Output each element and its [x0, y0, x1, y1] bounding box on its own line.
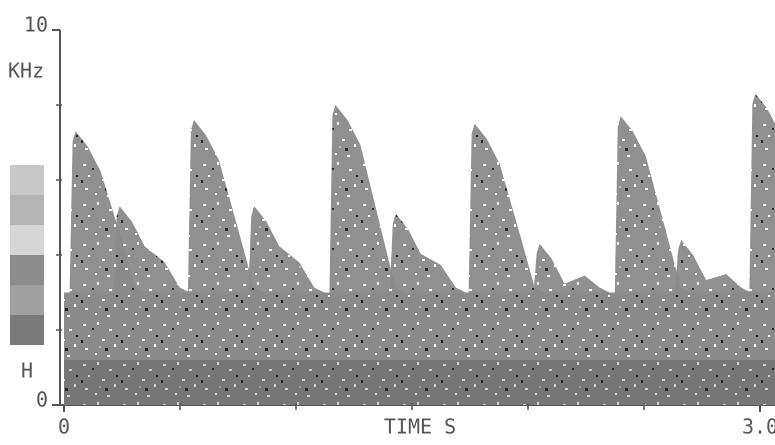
burst: [389, 213, 466, 293]
y-axis-label: KHz: [8, 59, 44, 83]
burst: [187, 120, 264, 293]
y-tick-label: 10: [24, 13, 48, 37]
burst: [533, 243, 610, 293]
burst: [113, 206, 190, 293]
burst: [675, 240, 752, 293]
y-tick-label: 0: [36, 388, 48, 412]
burst: [69, 131, 146, 293]
burst: [329, 105, 406, 293]
burst: [468, 123, 545, 293]
low-band: [64, 360, 775, 405]
floor-energy: [64, 292, 775, 405]
intensity-legend: [10, 165, 44, 345]
x-tick-label: 3.0: [742, 415, 775, 439]
x-axis-label: TIME S: [384, 415, 456, 439]
legend-label: H: [21, 359, 33, 383]
burst: [749, 93, 775, 293]
x-tick-label: 0: [58, 415, 70, 439]
spectrogram: [64, 93, 775, 405]
burst: [248, 206, 325, 293]
burst: [614, 116, 691, 293]
